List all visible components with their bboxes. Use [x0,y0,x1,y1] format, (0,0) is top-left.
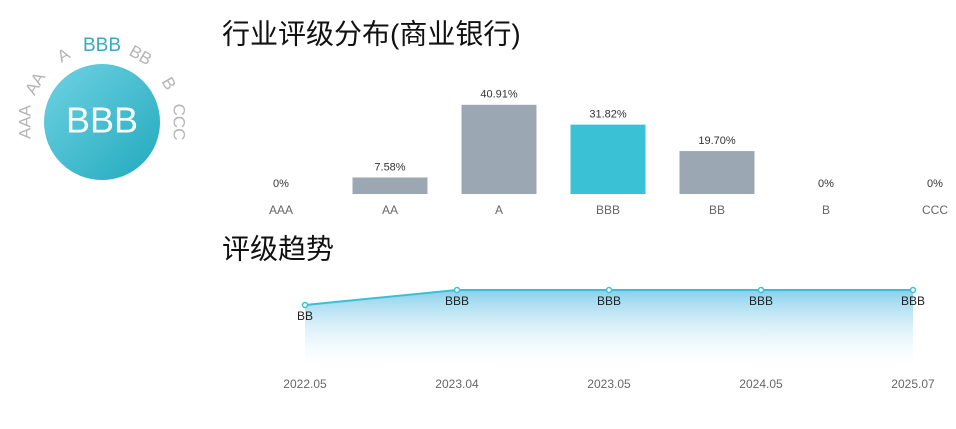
x-tick-label: CCC [922,203,948,217]
point-label: BBB [749,294,773,308]
value-label: 7.58% [374,161,405,173]
x-tick-label: AA [382,203,398,217]
x-tick-label: B [822,203,830,217]
point-label: BBB [445,294,469,308]
point-label: BB [297,309,313,323]
x-tick-label: 2024.05 [739,377,783,391]
value-label: 0% [927,178,943,190]
x-tick-label: 2025.07 [891,377,935,391]
value-label: 0% [818,178,834,190]
x-tick-label: 2022.05 [283,377,327,391]
badge-scale-label: CCC [170,104,189,141]
value-label: 19.70% [698,135,736,147]
badge-circle [44,64,160,180]
x-tick-label: BBB [596,203,620,217]
point-label: BBB [901,294,925,308]
bar [352,177,428,194]
point [453,286,461,294]
bar [461,104,537,194]
bar [679,151,755,194]
point [301,301,309,309]
badge-scale-label: AAA [15,104,34,139]
point-label: BBB [597,294,621,308]
badge-scale-label: BB [126,41,155,69]
badge-scale-label: BBB [83,35,121,56]
value-label: 31.82% [589,109,627,121]
chart-title: 评级趋势 [222,233,334,264]
badge-scale-label: A [54,44,74,66]
point [909,286,917,294]
badge-rating: BBB [66,100,138,141]
x-tick-label: A [495,203,503,217]
bar [570,124,646,194]
x-tick-label: AAA [269,203,293,217]
value-label: 0% [273,178,289,190]
chart-title: 行业评级分布(商业银行) [222,18,521,49]
area [305,290,913,365]
value-label: 40.91% [480,89,518,101]
point [605,286,613,294]
badge-scale-label: AA [21,68,49,98]
x-tick-label: 2023.04 [435,377,479,391]
x-tick-label: BB [709,203,725,217]
badge-scale-label: B [158,74,180,93]
x-tick-label: 2023.05 [587,377,631,391]
point [757,286,765,294]
